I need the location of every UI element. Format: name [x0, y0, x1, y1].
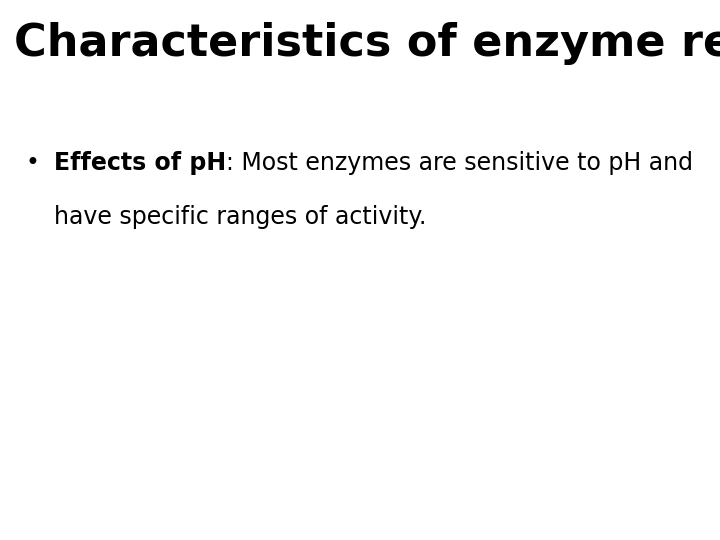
Text: •: •	[25, 151, 40, 175]
Text: Effects of pH: Effects of pH	[54, 151, 226, 175]
Text: : Most enzymes are sensitive to pH and: : Most enzymes are sensitive to pH and	[226, 151, 693, 175]
Text: have specific ranges of activity.: have specific ranges of activity.	[54, 205, 426, 229]
Text: Characteristics of enzyme reactions: Characteristics of enzyme reactions	[14, 22, 720, 65]
